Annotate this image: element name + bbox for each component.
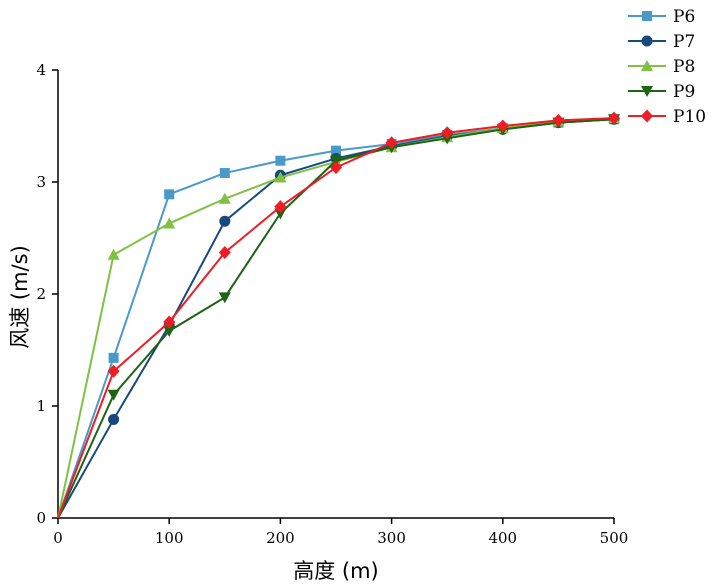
legend-marker-p9 [641,86,653,97]
x-tick-label: 300 [377,529,406,547]
data-point-p6 [331,145,341,156]
data-point-p6 [275,155,286,166]
data-point-p10 [274,200,287,214]
data-point-p10 [218,246,231,260]
legend-label-p9: P9 [673,82,695,102]
legend-label-p8: P8 [673,57,695,77]
data-point-p7 [219,215,231,227]
data-point-p10 [163,315,176,329]
data-point-p6 [164,189,175,200]
legend-item-p7: P7 [628,32,695,52]
data-point-p6 [108,352,119,363]
legend: P6 P7 P8 P9 P10 [628,7,706,127]
legend-marker-p8 [641,60,653,71]
series-line-p10 [57,117,615,519]
legend-label-p6: P6 [673,7,695,27]
data-point-p10 [552,113,565,127]
series-p7 [57,113,620,519]
legend-marker-p10 [641,109,653,123]
x-tick-label: 400 [488,529,517,547]
x-tick-label: 200 [266,529,295,547]
y-tick-label: 3 [36,173,46,191]
legend-item-p10: P10 [628,107,706,127]
x-tick-label: 100 [155,529,184,547]
series-p9 [57,114,620,519]
data-point-p10 [441,126,454,140]
data-point-p10 [608,111,620,125]
legend-marker-p7 [641,35,653,47]
y-tick-label: 2 [36,285,46,303]
y-tick-label: 0 [36,509,46,527]
legend-label-p7: P7 [673,32,695,52]
legend-item-p8: P8 [628,57,695,77]
data-point-p9 [218,292,231,304]
legend-item-p6: P6 [628,7,695,27]
y-tick-label: 4 [36,61,46,79]
series-p6 [57,114,619,519]
x-tick-label: 0 [53,529,63,547]
data-point-p10 [107,364,120,378]
data-point-p10 [330,160,342,174]
series-p8 [57,112,620,519]
series-p10 [57,111,620,519]
data-point-p6 [219,168,230,179]
series-layer [57,111,620,519]
data-point-p9 [163,325,176,337]
series-line-p7 [57,118,615,519]
axes [57,70,614,519]
series-line-p9 [57,118,615,519]
data-point-p9 [107,389,120,401]
data-point-p10 [385,136,398,150]
data-point-p8 [163,217,176,229]
x-tick-label: 500 [600,529,629,547]
legend-marker-p6 [642,11,652,21]
data-point-p10 [496,119,509,133]
axis-ticks: 0 100 200 300 400 500 0 1 2 3 4 [36,61,628,547]
legend-item-p9: P9 [628,82,695,102]
data-point-p8 [218,192,231,204]
data-point-p8 [274,171,287,183]
legend-label-p10: P10 [673,107,706,127]
y-axis-title: 风速 (m/s) [8,245,32,349]
series-line-p6 [57,118,615,519]
data-point-p9 [274,208,287,220]
data-point-p8 [107,248,120,260]
y-tick-label: 1 [36,397,46,415]
x-axis-title: 高度 (m) [293,559,379,583]
series-line-p8 [57,117,615,519]
data-point-p7 [108,413,120,425]
